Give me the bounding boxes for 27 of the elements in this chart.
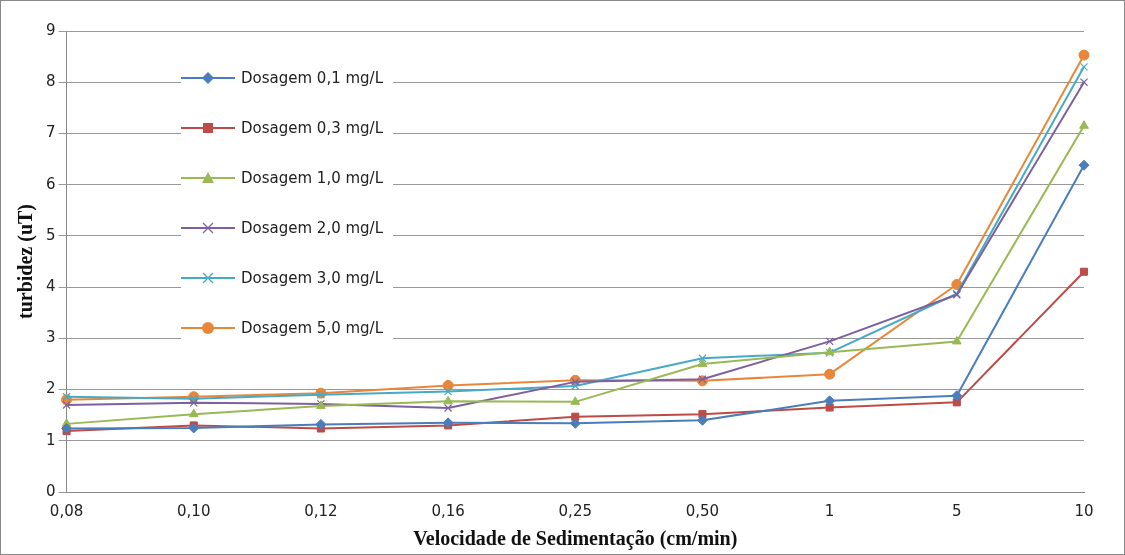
- y-axis-title: turbidez (uT): [14, 204, 38, 319]
- y-tick-label: 0: [46, 481, 56, 500]
- x-tick-label: 0,25: [558, 501, 592, 520]
- y-tick-label: 3: [46, 328, 56, 347]
- y-tick-label: 9: [46, 20, 56, 39]
- y-tick-label: 8: [46, 72, 56, 91]
- legend-label: Dosagem 1,0 mg/L: [241, 169, 384, 187]
- x-tick-label: 0,50: [685, 501, 720, 520]
- y-tick-label: 2: [46, 379, 56, 398]
- y-tick-label: 1: [46, 430, 56, 449]
- y-tick-label: 7: [46, 123, 56, 142]
- legend-label: Dosagem 0,1 mg/L: [241, 69, 384, 87]
- y-tick-label: 5: [46, 225, 56, 244]
- x-tick-label: 1: [824, 501, 835, 520]
- legend-label: Dosagem 0,3 mg/L: [241, 119, 384, 137]
- legend-label: Dosagem 2,0 mg/L: [241, 219, 384, 237]
- x-tick-label: 5: [952, 501, 962, 520]
- x-tick-label: 0,10: [177, 501, 211, 520]
- x-axis-title: Velocidade de Sedimentação (cm/min): [413, 527, 738, 551]
- x-tick-label: 0,08: [49, 501, 84, 520]
- y-tick-label: 4: [46, 277, 56, 295]
- legend-label: Dosagem 5,0 mg/L: [241, 319, 384, 337]
- x-tick-label: 0,12: [304, 501, 338, 520]
- y-tick-label: 6: [46, 174, 56, 193]
- x-tick-label: 0,16: [431, 501, 465, 520]
- legend-label: Dosagem 3,0 mg/L: [241, 269, 384, 287]
- x-tick-label: 10: [1074, 501, 1094, 520]
